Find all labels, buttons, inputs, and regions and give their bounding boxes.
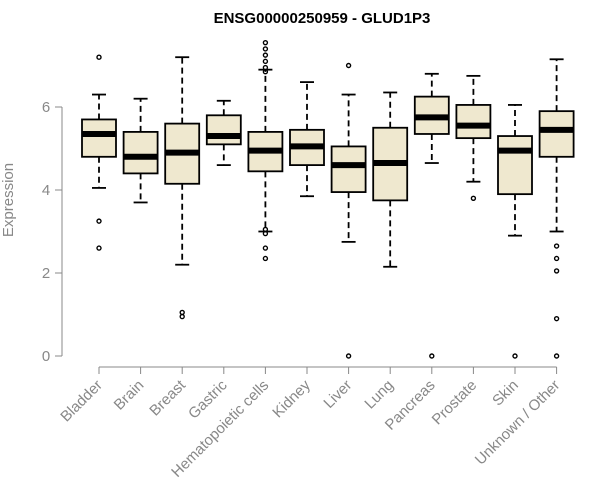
iqr-box xyxy=(81,118,117,158)
outlier-point xyxy=(553,243,560,249)
x-tick-label: Kidney xyxy=(269,376,314,421)
outlier-point xyxy=(96,218,102,224)
outlier-point xyxy=(345,353,352,359)
x-tick-label: Lung xyxy=(361,377,397,413)
outlier-point xyxy=(179,313,185,320)
box-group xyxy=(538,58,575,359)
y-tick-label: 2 xyxy=(42,265,50,282)
outlier-point xyxy=(553,255,560,262)
iqr-box xyxy=(330,145,367,193)
box-group xyxy=(205,99,242,167)
outlier-point xyxy=(262,69,269,75)
outlier-point xyxy=(429,353,435,359)
outlier-point xyxy=(262,58,269,65)
outlier-point xyxy=(262,230,269,237)
x-tick-label: Brain xyxy=(111,377,148,414)
outlier-point xyxy=(553,353,560,359)
outlier-point xyxy=(262,64,269,71)
outlier-point xyxy=(553,268,560,274)
iqr-box xyxy=(122,130,159,175)
y-axis: 0 2 4 6 xyxy=(42,99,63,365)
y-tick-label: 4 xyxy=(42,182,50,199)
box-group xyxy=(81,54,117,251)
box-group xyxy=(372,91,409,268)
outlier-point xyxy=(96,245,102,251)
box-group xyxy=(164,56,201,320)
outlier-point xyxy=(262,46,269,52)
box-group xyxy=(289,81,325,198)
box-group xyxy=(330,62,367,359)
outlier-point xyxy=(262,52,269,58)
outlier-point xyxy=(179,309,185,316)
x-tick-label: Skin xyxy=(489,377,522,410)
outlier-point xyxy=(262,226,269,233)
box-group xyxy=(413,72,450,359)
x-tick-label: Breast xyxy=(146,376,189,419)
box-group xyxy=(455,74,492,202)
y-axis-label: Expression xyxy=(0,163,17,237)
outlier-point xyxy=(553,315,560,322)
outlier-point xyxy=(345,62,352,69)
outlier-point xyxy=(512,353,518,359)
box-group xyxy=(122,97,159,204)
y-tick-label: 0 xyxy=(42,348,50,365)
outlier-point xyxy=(96,54,102,60)
iqr-box xyxy=(497,135,533,196)
iqr-box xyxy=(538,110,575,158)
box-group xyxy=(497,104,533,359)
y-tick-label: 6 xyxy=(42,99,50,116)
x-tick-label: Liver xyxy=(320,377,355,412)
iqr-box xyxy=(205,114,242,146)
box-group xyxy=(247,39,284,262)
x-tick-label: Prostate xyxy=(429,377,481,429)
outlier-point xyxy=(262,255,269,262)
outlier-point xyxy=(262,245,269,251)
chart-title: ENSG00000250959 - GLUD1P3 xyxy=(214,10,431,27)
x-tick-label: Bladder xyxy=(57,377,106,426)
iqr-box xyxy=(455,104,492,140)
plot-area xyxy=(81,39,575,359)
outlier-point xyxy=(262,39,269,46)
outlier-point xyxy=(470,195,477,202)
